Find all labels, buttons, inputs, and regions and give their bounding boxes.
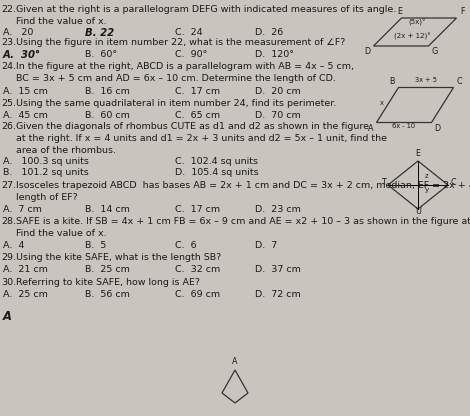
Text: C.  90°: C. 90° — [175, 50, 207, 59]
Text: 28.: 28. — [1, 217, 16, 226]
Text: B. 22: B. 22 — [85, 28, 114, 38]
Text: 26.: 26. — [1, 122, 16, 131]
Text: D.  26: D. 26 — [255, 28, 283, 37]
Text: D.  72 cm: D. 72 cm — [255, 290, 301, 299]
Text: (2x + 12)°: (2x + 12)° — [394, 33, 431, 40]
Text: C: C — [457, 77, 462, 86]
Text: E: E — [415, 149, 421, 158]
Text: Using the figure in item number 22, what is the measurement of ∠F?: Using the figure in item number 22, what… — [16, 38, 345, 47]
Text: D: D — [434, 124, 440, 133]
Text: C.  102.4 sq units: C. 102.4 sq units — [175, 157, 258, 166]
Text: D.  20 cm: D. 20 cm — [255, 87, 301, 96]
Text: C.  6: C. 6 — [175, 241, 196, 250]
Text: Using the same quadrilateral in item number 24, find its perimeter.: Using the same quadrilateral in item num… — [16, 99, 337, 108]
Text: B.  56 cm: B. 56 cm — [85, 290, 130, 299]
Text: z: z — [425, 173, 429, 179]
Text: 23.: 23. — [1, 38, 16, 47]
Text: D.  23 cm: D. 23 cm — [255, 205, 301, 214]
Text: BC = 3x + 5 cm and AD = 6x – 10 cm. Determine the length of CD.: BC = 3x + 5 cm and AD = 6x – 10 cm. Dete… — [16, 74, 336, 83]
Text: B.  60°: B. 60° — [85, 50, 117, 59]
Text: 6x - 10: 6x - 10 — [392, 124, 415, 129]
Text: 27.: 27. — [1, 181, 16, 190]
Text: Isosceles trapezoid ABCD  has bases AB = 2x + 1 cm and DC = 3x + 2 cm, median, E: Isosceles trapezoid ABCD has bases AB = … — [16, 181, 470, 190]
Text: A.  25 cm: A. 25 cm — [3, 290, 48, 299]
Text: D.  7: D. 7 — [255, 241, 277, 250]
Text: 25.: 25. — [1, 99, 16, 108]
Text: 22.: 22. — [1, 5, 16, 14]
Text: Given the diagonals of rhombus CUTE as d1 and d2 as shown in the figure: Given the diagonals of rhombus CUTE as d… — [16, 122, 369, 131]
Text: D.  105.4 sq units: D. 105.4 sq units — [175, 168, 258, 177]
Text: Find the value of x.: Find the value of x. — [16, 229, 107, 238]
Text: A.   20: A. 20 — [3, 28, 33, 37]
Text: D.  120°: D. 120° — [255, 50, 294, 59]
Text: E: E — [397, 7, 402, 17]
Text: Using the kite SAFE, what is the length SB?: Using the kite SAFE, what is the length … — [16, 253, 221, 262]
Text: length of EF?: length of EF? — [16, 193, 78, 202]
Text: (5x)°: (5x)° — [408, 19, 426, 27]
Text: C.  32 cm: C. 32 cm — [175, 265, 220, 274]
Text: B.  16 cm: B. 16 cm — [85, 87, 130, 96]
Text: U: U — [415, 207, 421, 216]
Text: C.  17 cm: C. 17 cm — [175, 87, 220, 96]
Text: Find the value of x.: Find the value of x. — [16, 17, 107, 26]
Text: C: C — [450, 178, 456, 187]
Text: B.  5: B. 5 — [85, 241, 106, 250]
Text: D.  37 cm: D. 37 cm — [255, 265, 301, 274]
Text: T: T — [381, 178, 385, 187]
Text: A.  45 cm: A. 45 cm — [3, 111, 48, 120]
Text: y: y — [425, 187, 429, 193]
Text: A: A — [3, 310, 12, 323]
Text: B.   101.2 sq units: B. 101.2 sq units — [3, 168, 89, 177]
Text: C.  24: C. 24 — [175, 28, 203, 37]
Text: 30.: 30. — [1, 278, 16, 287]
Text: at the right. If x = 4 units and d1 = 2x + 3 units and d2 = 5x – 1 unit, find th: at the right. If x = 4 units and d1 = 2x… — [16, 134, 387, 143]
Text: B.  14 cm: B. 14 cm — [85, 205, 130, 214]
Text: area of the rhombus.: area of the rhombus. — [16, 146, 116, 155]
Text: x: x — [380, 100, 384, 106]
Text: F: F — [460, 7, 465, 17]
Text: A.  30°: A. 30° — [3, 50, 41, 60]
Text: 24.: 24. — [1, 62, 16, 71]
Text: G: G — [431, 47, 438, 57]
Text: SAFE is a kite. If SB = 4x + 1 cm FB = 6x – 9 cm and AE = x2 + 10 – 3 as shown i: SAFE is a kite. If SB = 4x + 1 cm FB = 6… — [16, 217, 470, 226]
Text: A.  7 cm: A. 7 cm — [3, 205, 42, 214]
Text: Given at the right is a parallelogram DEFG with indicated measures of its angle.: Given at the right is a parallelogram DE… — [16, 5, 396, 14]
Text: A.   100.3 sq units: A. 100.3 sq units — [3, 157, 89, 166]
Text: A: A — [368, 124, 373, 133]
Text: D: D — [364, 47, 370, 57]
Text: Referring to kite SAFE, how long is AE?: Referring to kite SAFE, how long is AE? — [16, 278, 200, 287]
Text: In the figure at the right, ABCD is a parallelogram with AB = 4x – 5 cm,: In the figure at the right, ABCD is a pa… — [16, 62, 354, 71]
Text: D.  70 cm: D. 70 cm — [255, 111, 301, 120]
Text: B: B — [390, 77, 395, 86]
Text: A.  4: A. 4 — [3, 241, 24, 250]
Text: A.  15 cm: A. 15 cm — [3, 87, 48, 96]
Text: C.  17 cm: C. 17 cm — [175, 205, 220, 214]
Text: C.  69 cm: C. 69 cm — [175, 290, 220, 299]
Text: B.  25 cm: B. 25 cm — [85, 265, 130, 274]
Text: 29.: 29. — [1, 253, 16, 262]
Text: A.  21 cm: A. 21 cm — [3, 265, 48, 274]
Text: 3x + 5: 3x + 5 — [415, 77, 437, 82]
Text: C.  65 cm: C. 65 cm — [175, 111, 220, 120]
Text: A: A — [232, 357, 238, 366]
Text: B.  60 cm: B. 60 cm — [85, 111, 130, 120]
